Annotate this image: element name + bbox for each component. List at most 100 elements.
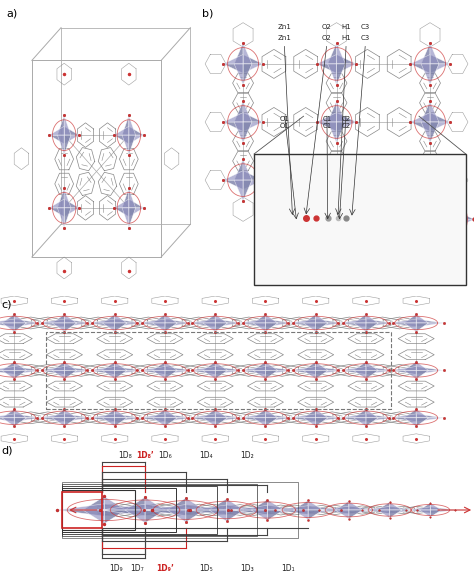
Polygon shape (37, 319, 64, 323)
Polygon shape (234, 101, 243, 122)
Polygon shape (430, 510, 455, 513)
Bar (62, 486, 217, 534)
Polygon shape (137, 414, 165, 418)
Polygon shape (243, 113, 263, 122)
Polygon shape (102, 362, 115, 371)
Polygon shape (349, 510, 363, 519)
Polygon shape (338, 418, 366, 422)
Polygon shape (421, 159, 430, 180)
Polygon shape (366, 367, 393, 371)
Text: O1: O1 (279, 123, 289, 129)
Polygon shape (377, 502, 390, 510)
Polygon shape (389, 371, 416, 374)
Polygon shape (317, 113, 337, 122)
Polygon shape (37, 371, 64, 374)
Polygon shape (64, 367, 92, 371)
Polygon shape (64, 208, 79, 217)
Polygon shape (243, 180, 263, 189)
Text: H1: H1 (341, 35, 351, 41)
Polygon shape (265, 367, 293, 371)
Polygon shape (223, 55, 243, 64)
Polygon shape (410, 171, 430, 180)
Text: C3: C3 (361, 24, 370, 30)
Polygon shape (188, 414, 215, 418)
Polygon shape (52, 362, 64, 371)
Polygon shape (215, 371, 228, 379)
Polygon shape (430, 122, 439, 143)
Polygon shape (83, 510, 104, 523)
Polygon shape (389, 418, 416, 422)
Polygon shape (430, 122, 450, 131)
Polygon shape (265, 371, 293, 374)
Polygon shape (165, 409, 177, 418)
Polygon shape (404, 362, 416, 371)
Polygon shape (14, 418, 42, 422)
Text: 1D₇: 1D₇ (130, 564, 144, 573)
Polygon shape (223, 122, 243, 131)
Polygon shape (430, 113, 450, 122)
Polygon shape (129, 135, 136, 155)
Polygon shape (188, 371, 215, 374)
Text: b): b) (202, 9, 213, 19)
Polygon shape (337, 113, 356, 122)
Polygon shape (122, 116, 129, 135)
Polygon shape (421, 64, 430, 85)
Polygon shape (114, 126, 129, 135)
Polygon shape (337, 171, 356, 180)
Polygon shape (215, 414, 243, 418)
Polygon shape (430, 159, 439, 180)
Polygon shape (406, 510, 430, 513)
Text: 1D₆: 1D₆ (158, 451, 173, 460)
Polygon shape (362, 510, 390, 514)
Polygon shape (188, 319, 215, 323)
Polygon shape (102, 418, 115, 426)
Polygon shape (115, 409, 127, 418)
Polygon shape (366, 323, 378, 332)
Polygon shape (137, 367, 165, 371)
Polygon shape (416, 418, 428, 426)
Polygon shape (234, 122, 243, 143)
Polygon shape (430, 64, 450, 73)
Polygon shape (153, 362, 165, 371)
Polygon shape (389, 323, 416, 327)
Polygon shape (349, 510, 379, 514)
Polygon shape (203, 314, 215, 323)
Polygon shape (416, 323, 444, 327)
Polygon shape (144, 504, 186, 510)
Polygon shape (57, 510, 104, 516)
Polygon shape (275, 505, 308, 510)
Polygon shape (265, 314, 278, 323)
Polygon shape (416, 414, 444, 418)
Polygon shape (265, 409, 278, 418)
Polygon shape (137, 323, 165, 327)
Polygon shape (416, 371, 444, 374)
Polygon shape (115, 314, 127, 323)
Polygon shape (275, 510, 308, 514)
Polygon shape (430, 510, 441, 517)
Polygon shape (444, 205, 474, 219)
Polygon shape (238, 418, 265, 422)
Polygon shape (0, 319, 14, 323)
Polygon shape (316, 323, 343, 327)
Polygon shape (335, 501, 349, 510)
Polygon shape (354, 362, 366, 371)
Polygon shape (338, 414, 366, 418)
Polygon shape (308, 500, 323, 510)
Polygon shape (316, 323, 328, 332)
Polygon shape (316, 414, 343, 418)
Polygon shape (349, 501, 363, 510)
Polygon shape (49, 126, 64, 135)
Polygon shape (137, 319, 165, 323)
Polygon shape (125, 497, 145, 510)
Polygon shape (165, 323, 177, 332)
Text: C2: C2 (342, 116, 351, 122)
Polygon shape (267, 510, 303, 515)
Polygon shape (215, 323, 243, 327)
Polygon shape (337, 64, 346, 85)
Polygon shape (231, 510, 267, 515)
Polygon shape (328, 43, 337, 64)
Polygon shape (122, 208, 129, 228)
Polygon shape (265, 323, 278, 332)
Polygon shape (14, 371, 27, 379)
Polygon shape (129, 116, 136, 135)
